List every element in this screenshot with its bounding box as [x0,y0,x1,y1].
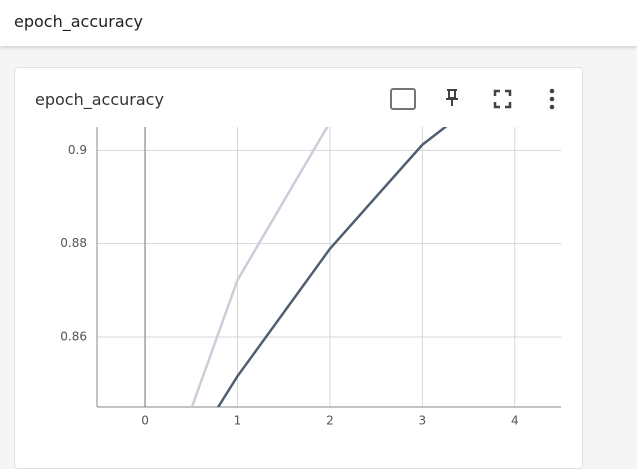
x-tick-label: 1 [234,414,242,428]
card-title: epoch_accuracy [35,90,164,109]
header: epoch_accuracy [0,0,637,46]
x-tick-label: 3 [419,414,427,428]
pin-button[interactable] [446,89,458,106]
x-tick-label: 2 [326,414,334,428]
y-tick-label: 0.9 [68,143,87,157]
more-button[interactable] [549,88,555,110]
header-title: epoch_accuracy [14,12,143,31]
card-toolbar [390,88,555,110]
plot-area [190,127,448,407]
y-tick-label: 0.86 [60,330,87,344]
x-tick-label: 4 [511,414,519,428]
y-tick-label: 0.88 [60,236,87,250]
series-line [216,127,448,407]
fit-domain-button[interactable] [390,88,416,110]
card: epoch_accuracy [14,67,583,469]
series-line [190,127,329,407]
fullscreen-button[interactable] [493,89,512,109]
x-tick-label: 0 [141,414,149,428]
